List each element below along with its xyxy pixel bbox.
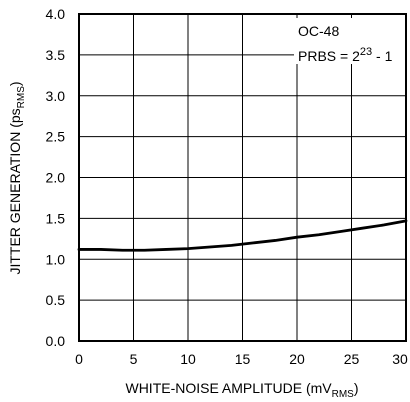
x-axis-title-subscript: RMS [332,389,355,400]
x-tick-labels: 0 5 10 15 20 25 30 [75,351,408,367]
series-line [77,219,408,252]
y-tick-labels: 0.0 0.5 1.0 1.5 2.0 2.5 3.0 3.5 4.0 [46,6,66,349]
x-tick-label: 15 [235,351,251,367]
grid-lines [79,14,406,341]
x-tick-label: 20 [289,351,305,367]
y-tick-label: 0.5 [46,292,66,308]
annotation-exponent: 23 [360,46,372,58]
annotation-line-2: PRBS = 223 - 1 [298,46,393,64]
y-axis-title: JITTER GENERATION (psRMS) [7,81,27,274]
x-axis-title-end: ) [354,380,359,396]
annotation-background [294,18,405,64]
y-tick-label: 2.0 [46,170,66,186]
y-tick-label: 2.5 [46,129,66,145]
x-axis-title: WHITE-NOISE AMPLITUDE (mVRMS) [125,380,358,400]
x-tick-label: 30 [392,351,408,367]
x-tick-label: 0 [75,351,83,367]
y-axis-title-main: JITTER GENERATION (ps [7,108,23,274]
x-tick-label: 5 [130,351,138,367]
plot-frame [78,13,407,342]
y-tick-label: 1.5 [46,210,66,226]
x-axis-title-main: WHITE-NOISE AMPLITUDE (mV [125,380,332,396]
y-axis-title-end: ) [7,81,23,86]
y-tick-label: 3.0 [46,88,66,104]
y-tick-label: 3.5 [46,47,66,63]
x-tick-label: 25 [344,351,360,367]
y-tick-label: 4.0 [46,6,66,22]
y-axis-title-subscript: RMS [16,86,27,109]
annotation-line-1: OC-48 [298,23,339,39]
y-tick-label: 1.0 [46,251,66,267]
annotation-prbs-suffix: - 1 [372,48,392,64]
y-tick-label: 0.0 [46,333,66,349]
annotation-prbs-prefix: PRBS = 2 [298,48,360,64]
x-tick-label: 10 [180,351,196,367]
